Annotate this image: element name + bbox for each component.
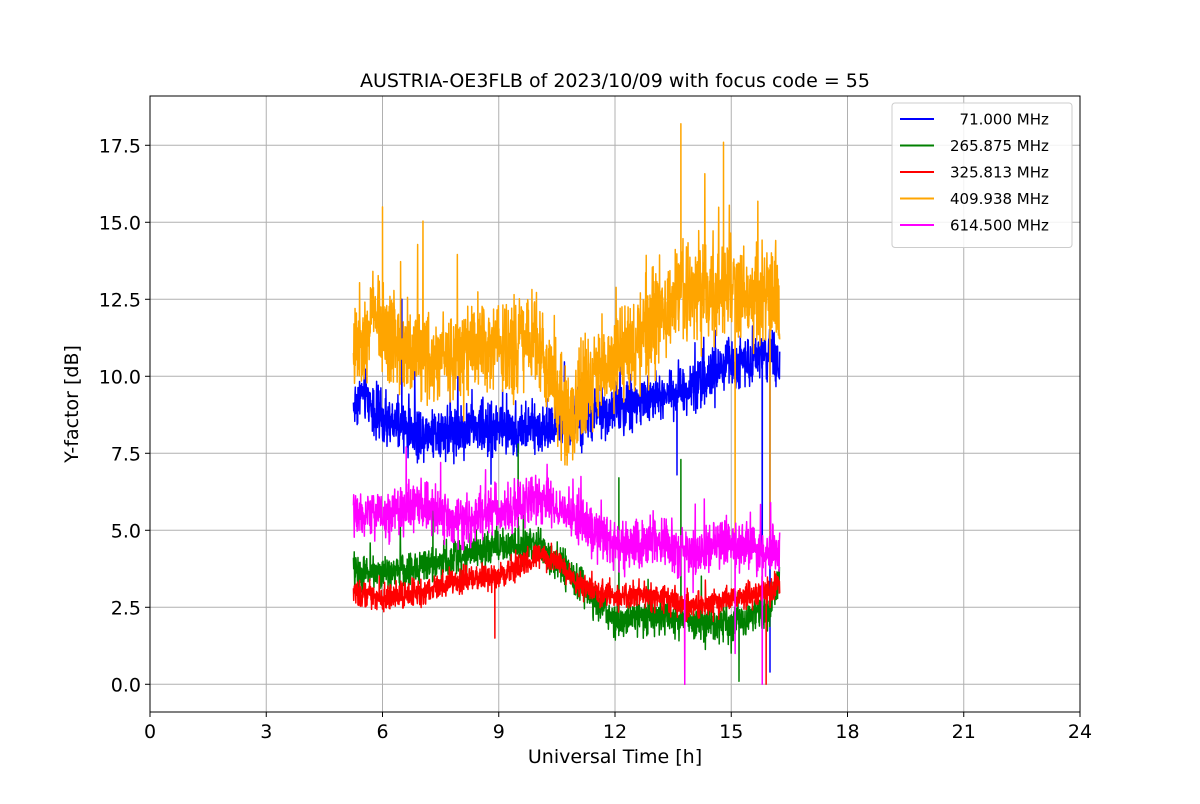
y-axis-label: Y-factor [dB] xyxy=(61,345,83,464)
legend-label: 325.813 MHz xyxy=(950,164,1049,182)
series-line xyxy=(352,122,781,547)
y-tick-label: 15.0 xyxy=(99,212,141,234)
x-tick-label: 12 xyxy=(603,721,627,743)
y-tick-label: 2.5 xyxy=(111,597,141,619)
series-layer xyxy=(352,122,781,686)
x-tick-label: 15 xyxy=(719,721,743,743)
x-tick-label: 6 xyxy=(376,721,388,743)
legend-box xyxy=(891,102,1073,248)
y-tick-label: 5.0 xyxy=(111,520,141,542)
legend-label: 265.875 MHz xyxy=(950,137,1049,155)
chart-title: AUSTRIA-OE3FLB of 2023/10/09 with focus … xyxy=(360,70,870,92)
y-tick-label: 17.5 xyxy=(99,135,141,157)
series-line xyxy=(352,443,781,682)
x-tick-label: 0 xyxy=(144,721,156,743)
legend: 71.000 MHz 265.875 MHz 325.813 MHz 409.938 … xyxy=(891,102,1073,248)
legend-label: 614.500 MHz xyxy=(950,217,1049,235)
y-tick-label: 12.5 xyxy=(99,289,141,311)
series-line xyxy=(352,446,781,686)
x-tick-label: 21 xyxy=(952,721,976,743)
y-tick-label: 10.0 xyxy=(99,366,141,388)
series-line xyxy=(352,542,781,686)
y-tick-label: 7.5 xyxy=(111,443,141,465)
x-tick-label: 18 xyxy=(835,721,859,743)
legend-label: 71.000 MHz xyxy=(950,111,1049,129)
y-tick-label: 0.0 xyxy=(111,674,141,696)
x-axis-label: Universal Time [h] xyxy=(528,746,702,768)
x-tick-label: 9 xyxy=(493,721,505,743)
x-tick-label: 24 xyxy=(1068,721,1092,743)
x-tick-label: 3 xyxy=(260,721,272,743)
axis-ticks: 0 3 6 9 12 15 18 21 24 0.0 2.5 5.0 7.5 10.0 12.5 15.0 17… xyxy=(99,135,1092,743)
legend-label: 409.938 MHz xyxy=(950,190,1049,208)
